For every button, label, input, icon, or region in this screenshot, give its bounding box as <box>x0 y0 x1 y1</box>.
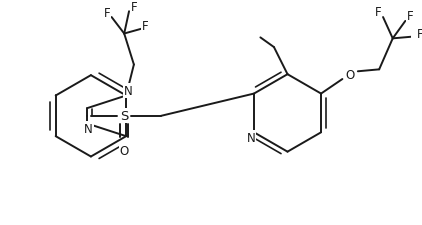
Text: F: F <box>375 6 381 19</box>
Text: F: F <box>130 1 137 14</box>
Text: F: F <box>417 28 422 41</box>
Text: N: N <box>247 131 255 144</box>
Text: S: S <box>120 110 128 123</box>
Text: N: N <box>84 122 93 135</box>
Text: N: N <box>124 85 133 98</box>
Text: O: O <box>346 68 355 81</box>
Text: F: F <box>103 7 110 20</box>
Text: F: F <box>142 20 149 33</box>
Text: F: F <box>407 10 414 22</box>
Text: O: O <box>119 144 129 158</box>
